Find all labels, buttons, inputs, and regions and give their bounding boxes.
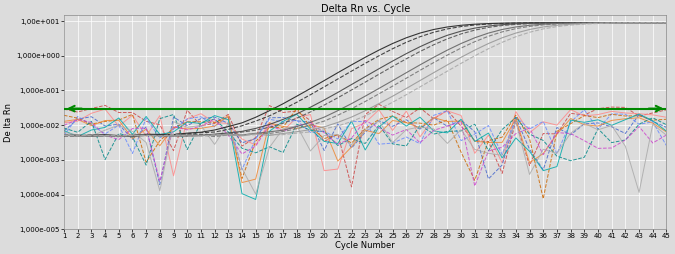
Y-axis label: De lta Rn: De lta Rn — [4, 103, 14, 142]
Title: Delta Rn vs. Cycle: Delta Rn vs. Cycle — [321, 4, 410, 14]
X-axis label: Cycle Number: Cycle Number — [335, 241, 395, 250]
